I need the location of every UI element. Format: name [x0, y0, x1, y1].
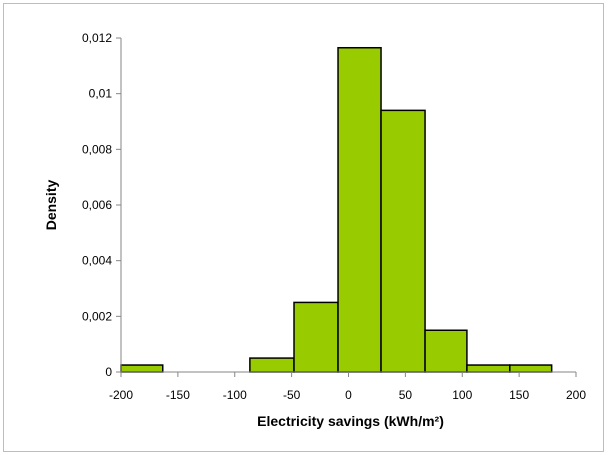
y-tick-label: 0,006 [82, 198, 112, 212]
x-axis-title: Electricity savings (kWh/m²) [257, 413, 444, 429]
bars-layer [120, 46, 553, 373]
y-axis-ticks: 0 0,002 0,004 0,006 0,008 0,01 0,012 [82, 31, 121, 379]
y-tick-label: 0,012 [82, 31, 112, 45]
histogram-bar-5 [293, 301, 339, 373]
x-tick-label: 50 [399, 388, 413, 402]
y-tick-label: 0,01 [89, 87, 113, 101]
histogram-bar-1 [120, 364, 164, 373]
y-tick-label: 0,008 [82, 142, 112, 156]
histogram-bar-7 [380, 109, 426, 373]
histogram-bar-10 [509, 364, 553, 373]
x-tick-label: -100 [223, 388, 247, 402]
histogram-bar-6 [337, 46, 382, 373]
chart-frame [3, 3, 604, 452]
x-tick-label: -200 [109, 388, 133, 402]
x-tick-label: -50 [283, 388, 301, 402]
x-tick-label: 200 [566, 388, 586, 402]
x-tick-label: 100 [452, 388, 472, 402]
histogram-bar-8 [424, 329, 468, 373]
x-tick-label: 0 [345, 388, 352, 402]
x-tick-label: -150 [166, 388, 190, 402]
x-tick-label: 150 [509, 388, 529, 402]
y-tick-label: 0,002 [82, 309, 112, 323]
y-tick-label: 0 [105, 365, 112, 379]
y-axis-title: Density [43, 180, 59, 231]
histogram-bar-4 [249, 357, 295, 373]
histogram-bar-9 [466, 364, 511, 373]
x-axis-ticks: -200 -150 -100 -50 0 50 100 150 200 [109, 372, 586, 402]
y-tick-label: 0,004 [82, 254, 112, 268]
